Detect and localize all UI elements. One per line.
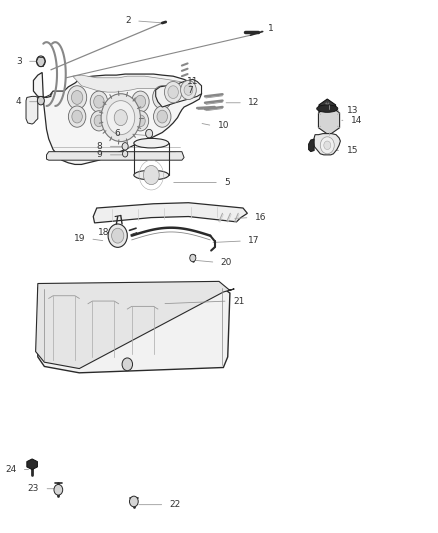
Ellipse shape: [134, 139, 169, 148]
Polygon shape: [313, 134, 340, 155]
Circle shape: [123, 151, 128, 157]
Circle shape: [144, 165, 159, 184]
Circle shape: [122, 358, 133, 370]
Circle shape: [136, 115, 145, 127]
Text: 11: 11: [187, 77, 198, 86]
Ellipse shape: [317, 105, 338, 112]
Circle shape: [320, 137, 334, 154]
Circle shape: [72, 110, 82, 123]
Polygon shape: [308, 139, 314, 152]
Circle shape: [94, 115, 104, 127]
Text: 20: 20: [221, 258, 232, 266]
Polygon shape: [46, 152, 184, 160]
Circle shape: [146, 130, 152, 138]
Circle shape: [122, 143, 128, 150]
Circle shape: [324, 141, 331, 150]
Text: 22: 22: [170, 500, 181, 509]
Circle shape: [130, 496, 138, 507]
Circle shape: [168, 86, 178, 99]
Polygon shape: [93, 203, 247, 223]
Text: 17: 17: [248, 237, 260, 246]
Polygon shape: [27, 459, 37, 470]
Text: 9: 9: [97, 150, 102, 159]
Text: 23: 23: [28, 484, 39, 493]
Text: 8: 8: [97, 142, 102, 151]
Text: 3: 3: [16, 57, 21, 66]
Polygon shape: [155, 79, 201, 107]
Text: 7: 7: [187, 85, 193, 94]
Circle shape: [157, 110, 167, 123]
Circle shape: [184, 85, 193, 95]
Circle shape: [132, 91, 149, 112]
Text: 4: 4: [16, 97, 21, 106]
Circle shape: [90, 91, 108, 112]
Text: 21: 21: [233, 296, 244, 305]
Circle shape: [152, 86, 172, 109]
Circle shape: [94, 95, 104, 108]
Ellipse shape: [134, 170, 169, 180]
Circle shape: [135, 95, 146, 108]
Circle shape: [36, 56, 45, 67]
Polygon shape: [73, 75, 197, 92]
Circle shape: [180, 80, 196, 100]
Circle shape: [71, 91, 83, 104]
Text: 12: 12: [248, 98, 260, 107]
Text: 6: 6: [114, 129, 120, 138]
Circle shape: [153, 106, 171, 127]
Circle shape: [132, 111, 149, 131]
Circle shape: [91, 111, 107, 131]
Circle shape: [156, 91, 168, 104]
Polygon shape: [319, 99, 336, 123]
Text: 16: 16: [255, 213, 266, 222]
Circle shape: [107, 101, 135, 135]
Circle shape: [164, 82, 182, 103]
Circle shape: [114, 110, 127, 126]
Polygon shape: [35, 281, 234, 368]
Circle shape: [37, 96, 44, 105]
Text: 15: 15: [346, 146, 358, 155]
Polygon shape: [33, 72, 201, 165]
Text: 5: 5: [224, 178, 230, 187]
Circle shape: [108, 224, 127, 247]
Text: 19: 19: [74, 235, 85, 244]
Text: 10: 10: [218, 121, 229, 130]
Polygon shape: [26, 96, 38, 124]
Circle shape: [112, 228, 124, 243]
Polygon shape: [318, 106, 339, 135]
Circle shape: [190, 254, 196, 262]
Polygon shape: [38, 285, 230, 373]
Text: 1: 1: [268, 24, 274, 33]
Text: 13: 13: [346, 106, 358, 115]
Circle shape: [68, 106, 86, 127]
Text: 24: 24: [5, 465, 16, 474]
Circle shape: [101, 94, 141, 142]
Circle shape: [54, 484, 63, 495]
Text: 18: 18: [98, 228, 109, 237]
Text: 2: 2: [125, 17, 131, 26]
Text: 14: 14: [351, 116, 362, 125]
Circle shape: [67, 86, 87, 109]
